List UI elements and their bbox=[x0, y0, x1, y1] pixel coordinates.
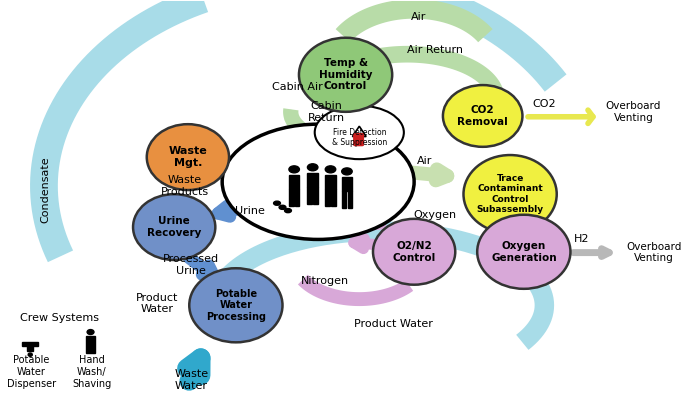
Text: Urine: Urine bbox=[235, 206, 264, 216]
Text: Hand
Wash/
Shaving: Hand Wash/ Shaving bbox=[72, 355, 112, 389]
FancyBboxPatch shape bbox=[86, 336, 95, 353]
Ellipse shape bbox=[477, 215, 571, 289]
FancyBboxPatch shape bbox=[325, 189, 330, 206]
Text: Oxygen: Oxygen bbox=[413, 210, 456, 220]
FancyBboxPatch shape bbox=[348, 191, 352, 208]
Ellipse shape bbox=[464, 155, 557, 233]
Text: Cabin Air: Cabin Air bbox=[273, 82, 323, 92]
Ellipse shape bbox=[87, 330, 94, 335]
Text: Crew Systems: Crew Systems bbox=[19, 313, 99, 323]
Text: Product
Water: Product Water bbox=[136, 293, 178, 314]
FancyBboxPatch shape bbox=[295, 189, 299, 206]
FancyBboxPatch shape bbox=[22, 342, 39, 347]
Ellipse shape bbox=[189, 268, 282, 342]
Ellipse shape bbox=[284, 209, 291, 213]
Text: Cabin
Return: Cabin Return bbox=[308, 101, 345, 123]
FancyBboxPatch shape bbox=[308, 187, 312, 204]
Text: Waste
Mgt.: Waste Mgt. bbox=[168, 146, 207, 168]
Ellipse shape bbox=[299, 38, 392, 112]
Ellipse shape bbox=[315, 106, 404, 159]
Text: Waste
Water: Waste Water bbox=[175, 369, 208, 391]
Text: Air: Air bbox=[417, 156, 432, 166]
Text: Oxygen
Generation: Oxygen Generation bbox=[491, 241, 557, 263]
Ellipse shape bbox=[274, 201, 280, 205]
FancyBboxPatch shape bbox=[342, 191, 346, 208]
Text: Waste
Products: Waste Products bbox=[160, 175, 208, 197]
Text: CO2: CO2 bbox=[533, 99, 556, 109]
Ellipse shape bbox=[289, 166, 299, 173]
FancyBboxPatch shape bbox=[342, 177, 352, 191]
FancyBboxPatch shape bbox=[289, 175, 299, 189]
Text: CO2
Removal: CO2 Removal bbox=[457, 105, 508, 127]
Ellipse shape bbox=[147, 124, 229, 190]
Text: Overboard
Venting: Overboard Venting bbox=[627, 242, 682, 263]
Ellipse shape bbox=[28, 353, 32, 356]
Ellipse shape bbox=[279, 205, 286, 209]
FancyBboxPatch shape bbox=[313, 187, 318, 204]
Text: Condensate: Condensate bbox=[40, 157, 50, 223]
FancyBboxPatch shape bbox=[28, 346, 33, 351]
FancyBboxPatch shape bbox=[331, 189, 336, 206]
FancyBboxPatch shape bbox=[308, 173, 318, 187]
FancyBboxPatch shape bbox=[289, 189, 293, 206]
FancyBboxPatch shape bbox=[325, 175, 336, 189]
Text: Fire Detection
& Suppression: Fire Detection & Suppression bbox=[332, 128, 387, 147]
Ellipse shape bbox=[373, 219, 455, 285]
FancyBboxPatch shape bbox=[354, 134, 364, 145]
Ellipse shape bbox=[443, 85, 522, 147]
Text: Product Water: Product Water bbox=[354, 319, 433, 329]
Text: Overboard
Venting: Overboard Venting bbox=[606, 101, 661, 123]
Text: Potable
Water
Dispenser: Potable Water Dispenser bbox=[7, 355, 56, 389]
Ellipse shape bbox=[325, 166, 336, 173]
Text: H2: H2 bbox=[574, 235, 590, 244]
Text: Processed
Urine: Processed Urine bbox=[164, 254, 219, 276]
Ellipse shape bbox=[222, 124, 414, 240]
Text: Air Return: Air Return bbox=[406, 45, 463, 55]
Ellipse shape bbox=[133, 194, 215, 260]
Text: Nitrogen: Nitrogen bbox=[301, 276, 349, 286]
Text: O2/N2
Control: O2/N2 Control bbox=[393, 241, 436, 263]
Text: Temp &
Humidity
Control: Temp & Humidity Control bbox=[319, 58, 373, 91]
Text: Trace
Contaminant
Control
Subassembly: Trace Contaminant Control Subassembly bbox=[477, 174, 544, 214]
Text: Urine
Recovery: Urine Recovery bbox=[147, 216, 201, 238]
Text: Potable
Water
Processing: Potable Water Processing bbox=[206, 289, 266, 322]
Ellipse shape bbox=[342, 168, 352, 175]
Ellipse shape bbox=[308, 164, 318, 171]
Text: Air: Air bbox=[411, 12, 426, 22]
